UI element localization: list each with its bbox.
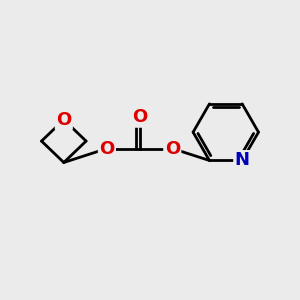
Text: O: O xyxy=(165,140,180,158)
Text: O: O xyxy=(132,108,147,126)
Text: N: N xyxy=(235,152,250,169)
Text: O: O xyxy=(99,140,115,158)
Text: O: O xyxy=(56,111,71,129)
